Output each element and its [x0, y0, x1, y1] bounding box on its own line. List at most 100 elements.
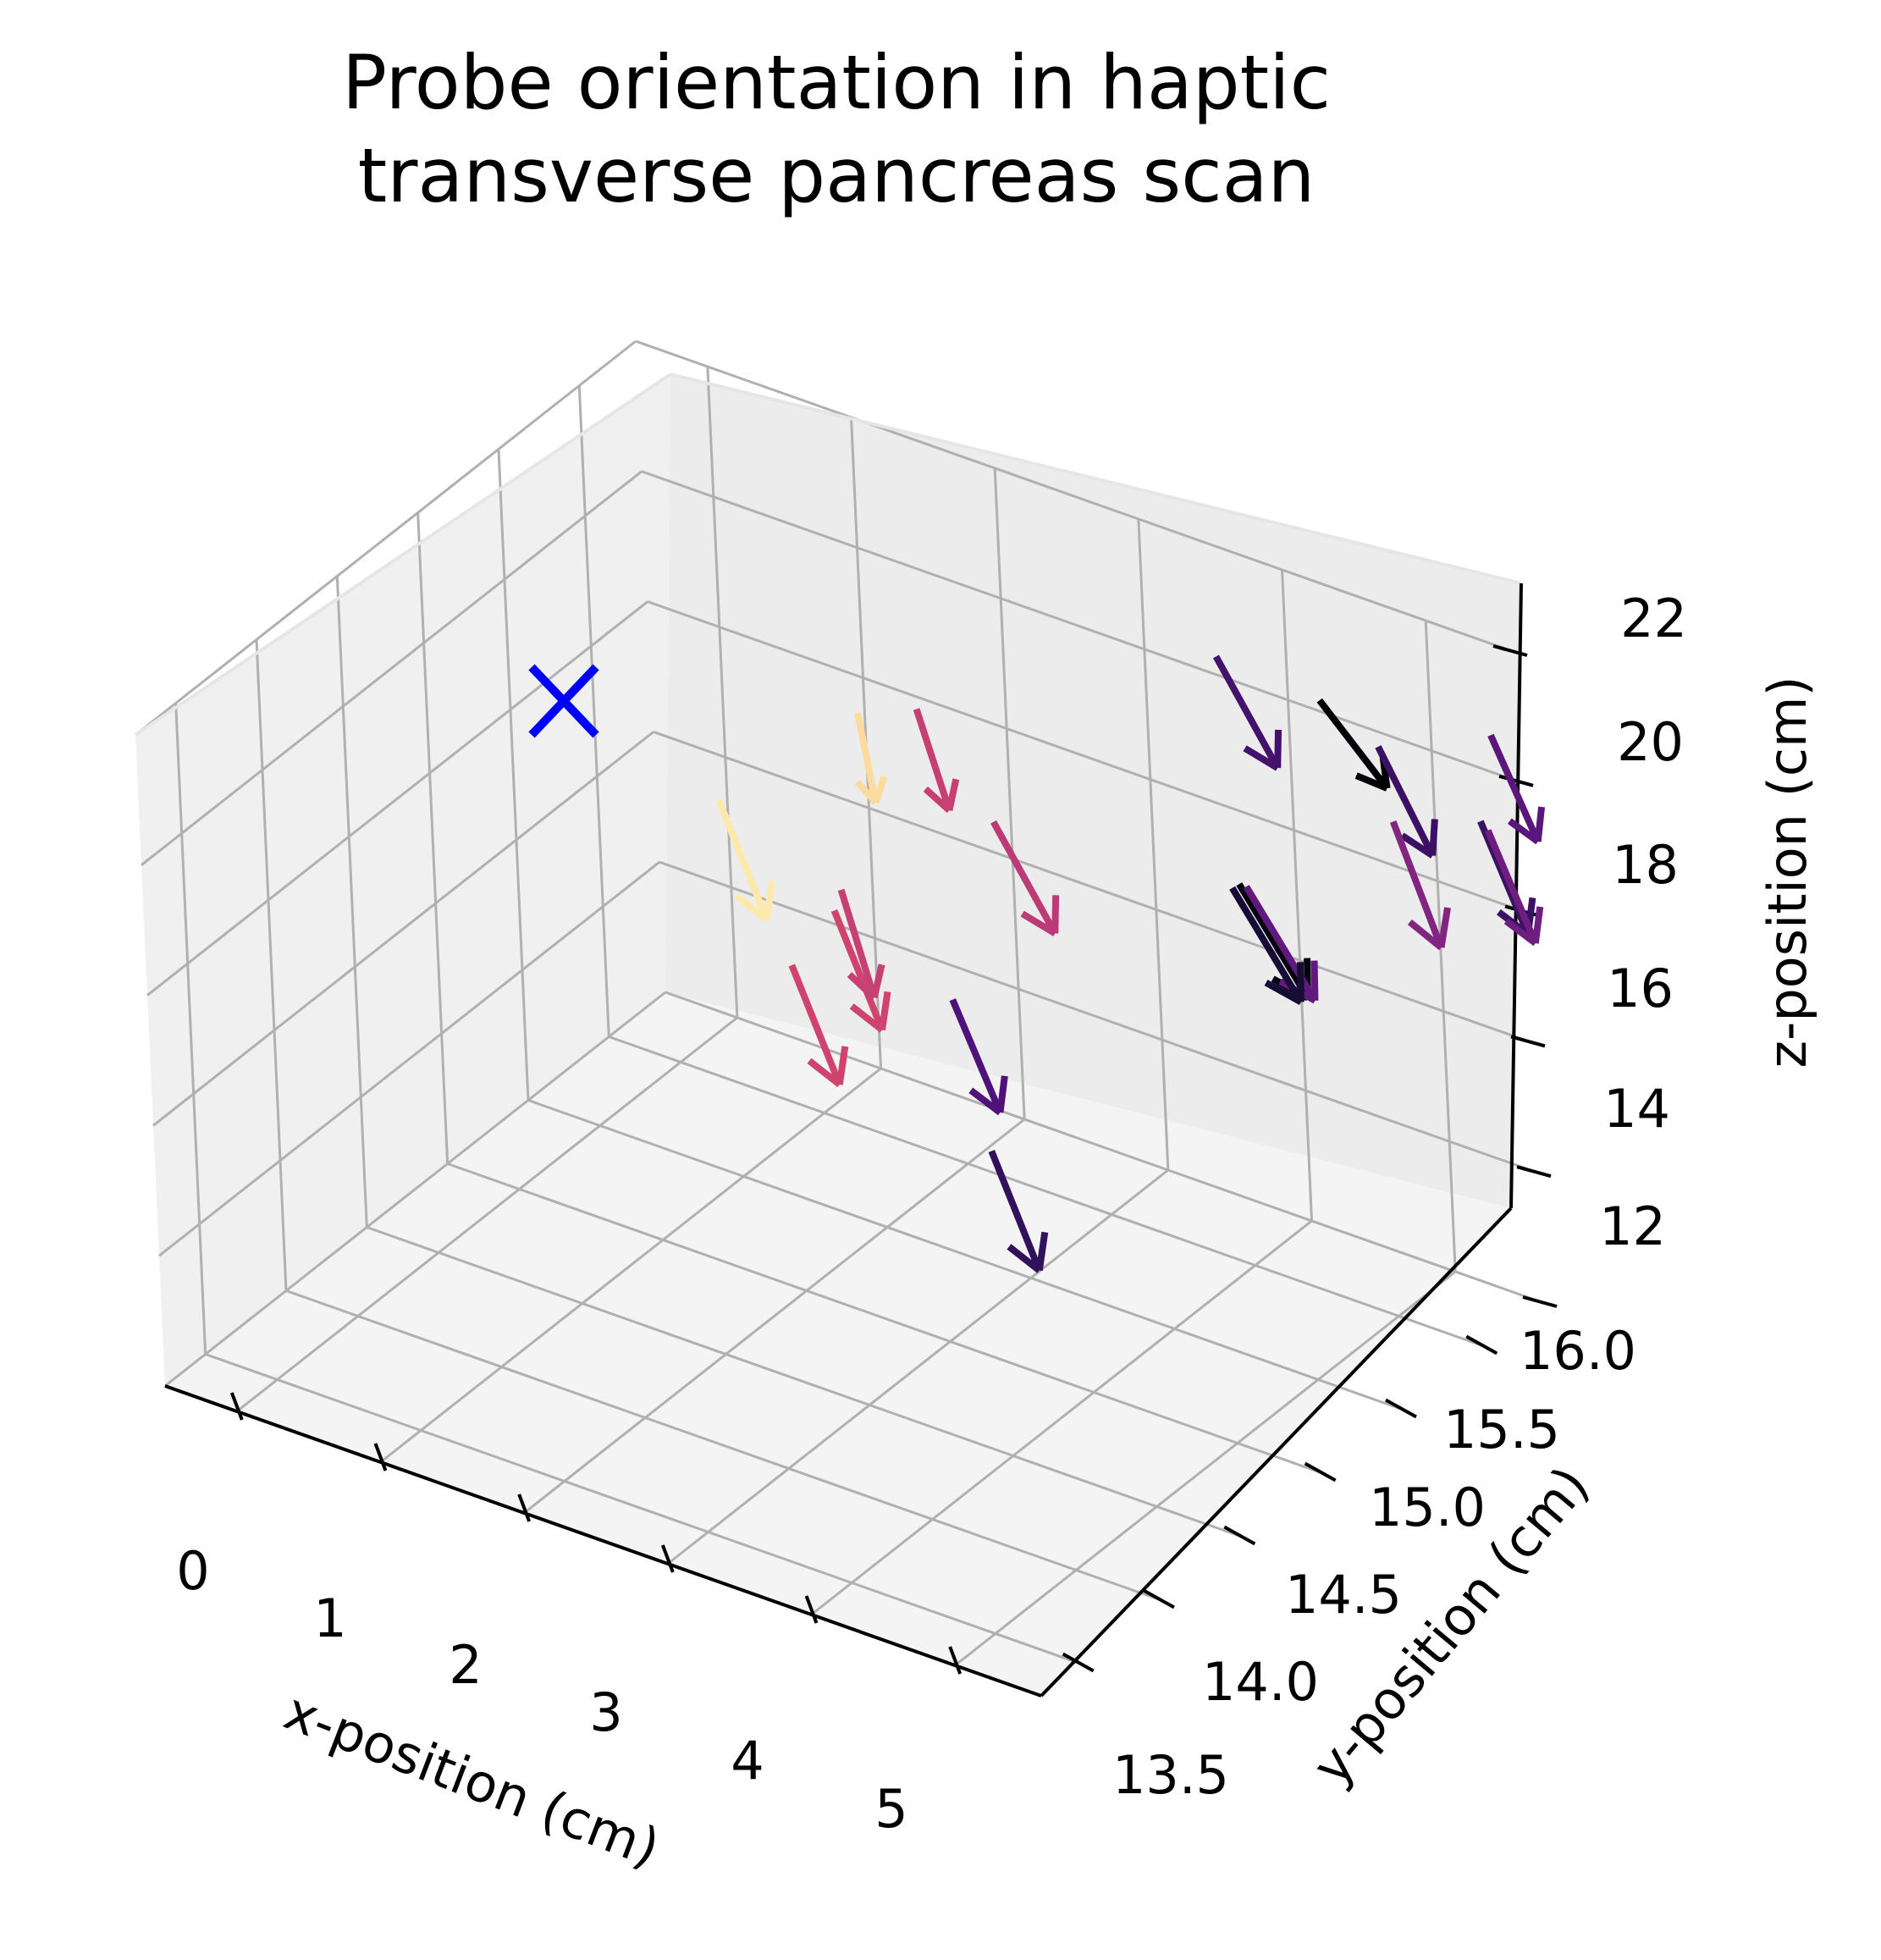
arrow-shaft: [715, 798, 770, 921]
quiver-arrow: [1229, 886, 1305, 1005]
grid-line: [810, 1219, 1313, 1616]
arrow-head: [1503, 918, 1538, 947]
z-tick-mark: [1492, 644, 1528, 657]
arrow-head: [1354, 772, 1389, 792]
x-tick-label: 0: [176, 1540, 209, 1602]
y-tick-label: 15.0: [1369, 1477, 1486, 1538]
x-axis-line: [164, 1384, 1042, 1698]
arrow-head: [946, 778, 960, 812]
x-tick-label: 5: [874, 1778, 907, 1840]
quiver-arrow: [1484, 829, 1544, 947]
y-tick-mark: [1143, 1588, 1175, 1609]
x-tick-mark: [229, 1392, 244, 1421]
arrow-head: [1407, 919, 1444, 951]
grid-line: [135, 340, 637, 737]
arrow-head: [1007, 1244, 1042, 1273]
arrow-head: [1020, 910, 1057, 936]
y-tick-label: 16.0: [1520, 1320, 1636, 1382]
quiver-arrow: [1375, 745, 1438, 859]
arrow-head: [1429, 819, 1438, 856]
grid-line: [523, 1118, 1026, 1515]
arrow-head: [807, 1057, 842, 1088]
arrow-head: [872, 776, 888, 804]
quiver-arrow: [1212, 654, 1282, 771]
z-tick-label: 22: [1620, 588, 1687, 649]
arrow-head: [996, 1075, 1008, 1113]
grid-line: [447, 1162, 1325, 1475]
y-tick-mark: [1223, 1525, 1256, 1546]
grid-line: [641, 470, 1519, 783]
arrow-head: [854, 780, 879, 805]
quiver-arrow: [913, 708, 960, 814]
pane-edge: [670, 373, 1522, 585]
arrow-head: [1531, 906, 1544, 944]
z-tick-mark: [1510, 1035, 1546, 1048]
arrow-shaft: [913, 708, 953, 812]
grid-line: [527, 1099, 1405, 1411]
grid-line: [635, 340, 1513, 653]
grid-line: [152, 731, 654, 1127]
arrow-shaft: [854, 712, 880, 803]
arrow-head: [879, 991, 891, 1031]
y-tick-label: 14.5: [1285, 1564, 1402, 1626]
quiver-arrow: [837, 888, 885, 1001]
axis-panes: [135, 374, 1521, 1696]
arrow-shaft: [1229, 886, 1305, 1004]
arrow-head: [1534, 806, 1546, 842]
z-tick-label: 14: [1603, 1078, 1670, 1140]
pane-left: [135, 374, 670, 1386]
target-marker-stroke: [528, 664, 599, 738]
grid-lines: [134, 340, 1542, 1667]
quiver-arrow: [830, 908, 891, 1033]
grid-line: [993, 467, 1026, 1120]
grid-line: [647, 600, 1525, 914]
arrow-head: [923, 786, 952, 814]
arrow-head: [968, 1087, 1002, 1116]
x-tick-label: 2: [449, 1634, 482, 1696]
grid-line: [608, 1035, 1486, 1348]
quiver-arrow: [1389, 820, 1451, 951]
grid-line: [164, 991, 666, 1388]
grid-line: [706, 366, 739, 1019]
grid-line: [497, 449, 530, 1101]
y-tick-mark: [1304, 1461, 1337, 1482]
arrow-shaft: [1212, 654, 1281, 770]
grid-line: [205, 1353, 1083, 1665]
grid-line: [255, 639, 288, 1291]
arrow-head: [1437, 907, 1451, 948]
arrow-shaft: [1389, 820, 1445, 949]
grid-line: [666, 1168, 1169, 1565]
grid-line: [335, 576, 368, 1228]
x-tick-label: 3: [589, 1681, 622, 1743]
grid-line: [141, 470, 643, 866]
arrow-shaft: [1487, 733, 1542, 843]
y-tick-mark: [1062, 1652, 1095, 1673]
grid-line: [146, 600, 648, 997]
x-tick-label: 4: [731, 1730, 764, 1792]
z-tick-mark: [1522, 1295, 1558, 1308]
grid-line: [954, 1270, 1457, 1667]
grid-line: [653, 730, 1531, 1043]
arrow-head: [1243, 745, 1280, 771]
arrow-shaft: [949, 998, 1004, 1114]
arrow-shaft: [1316, 698, 1390, 791]
chart-title-line-2: transverse pancreas scan: [358, 132, 1316, 219]
arrow-head: [849, 1003, 885, 1033]
arrow-head: [1274, 729, 1282, 769]
x-tick-mark: [517, 1493, 532, 1522]
arrow-shaft: [788, 963, 843, 1086]
quiver-arrow: [1487, 733, 1546, 845]
tick-labels: 0 1 2 3 4 5 13.5 14.0 14.5 15.0 15.5 16.…: [176, 588, 1687, 1840]
grid-line: [659, 860, 1536, 1173]
pane-floor: [165, 992, 1511, 1696]
grid-line: [1281, 569, 1314, 1222]
grid-line: [235, 1016, 738, 1413]
x-tick-mark: [373, 1443, 388, 1471]
x-tick-label: 1: [313, 1587, 346, 1649]
z-axis-label: z-position (cm): [1757, 676, 1818, 1068]
y-tick-mark: [1465, 1334, 1498, 1355]
arrow-head: [1051, 895, 1060, 934]
arrow-shaft: [990, 820, 1058, 936]
